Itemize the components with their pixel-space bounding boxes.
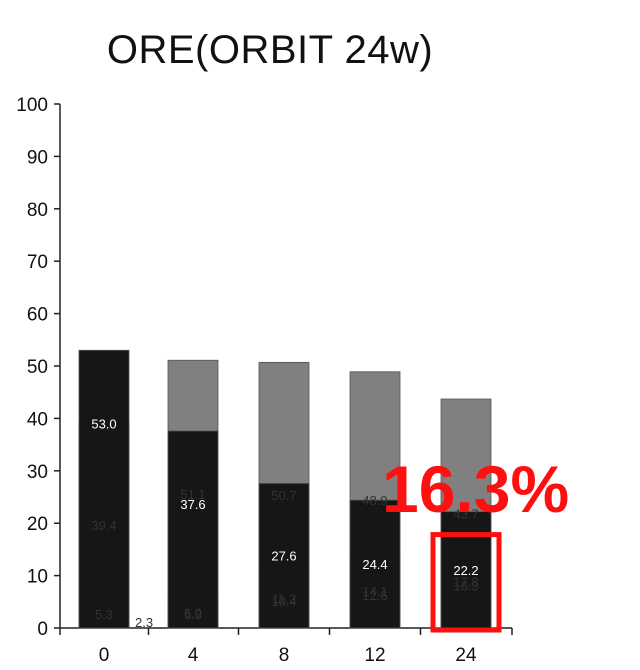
x-tick-label: 8 [279, 645, 290, 666]
y-tick-label: 50 [27, 357, 48, 378]
value-labels: 5.32.339.453.06.05.351.137.610.411.250.7… [91, 416, 478, 630]
value-label: 53.0 [91, 416, 116, 431]
value-label: 11.2 [272, 592, 296, 607]
x-tick-label: 0 [99, 645, 110, 666]
y-tick-label: 20 [27, 514, 48, 535]
y-tick-label: 40 [27, 409, 48, 430]
bar-segment [440, 511, 492, 629]
callout-label: 16.3% [382, 452, 569, 526]
y-tick-label: 70 [27, 252, 48, 273]
annotation: 16.3% [382, 452, 569, 633]
value-label: 43.7 [453, 507, 478, 522]
bar-segment [78, 349, 130, 629]
value-label: 50.7 [271, 488, 296, 503]
y-tick-label: 80 [27, 200, 48, 221]
value-label: 6.0 [184, 605, 202, 620]
y-tick-label: 0 [37, 619, 48, 640]
value-label: 51.1 [180, 487, 205, 502]
y-tick-label: 10 [27, 567, 48, 588]
value-label: 12.6 [362, 588, 387, 603]
y-tick-label: 90 [27, 147, 48, 168]
x-tick-label: 12 [364, 645, 385, 666]
value-label: 48.9 [362, 493, 387, 508]
y-tick-label: 30 [27, 462, 48, 483]
bar-segment [167, 430, 219, 629]
bar-segment [258, 482, 310, 629]
highlight-box [430, 532, 502, 633]
value-label: 5.3 [95, 607, 113, 622]
bar-segment [349, 499, 401, 629]
chart-title: ORE(ORBIT 24w) [106, 28, 434, 72]
value-label: 5.3 [184, 607, 202, 622]
value-label: 14.1 [362, 584, 387, 599]
bars [78, 349, 492, 629]
value-label: 39.4 [91, 518, 116, 533]
value-label: 10.4 [271, 594, 296, 609]
value-label: 37.6 [180, 497, 205, 512]
y-tick-label: 60 [27, 305, 48, 326]
value-label: 2.3 [135, 615, 153, 630]
value-label: 24.4 [362, 557, 387, 572]
value-label: 16.3 [453, 578, 478, 593]
value-label: 27.6 [271, 549, 296, 564]
y-tick-label: 100 [16, 95, 48, 116]
x-tick-label: 24 [455, 645, 477, 666]
value-label: 17.8 [453, 574, 478, 589]
x-tick-label: 4 [188, 645, 199, 666]
value-label: 22.2 [453, 563, 478, 578]
